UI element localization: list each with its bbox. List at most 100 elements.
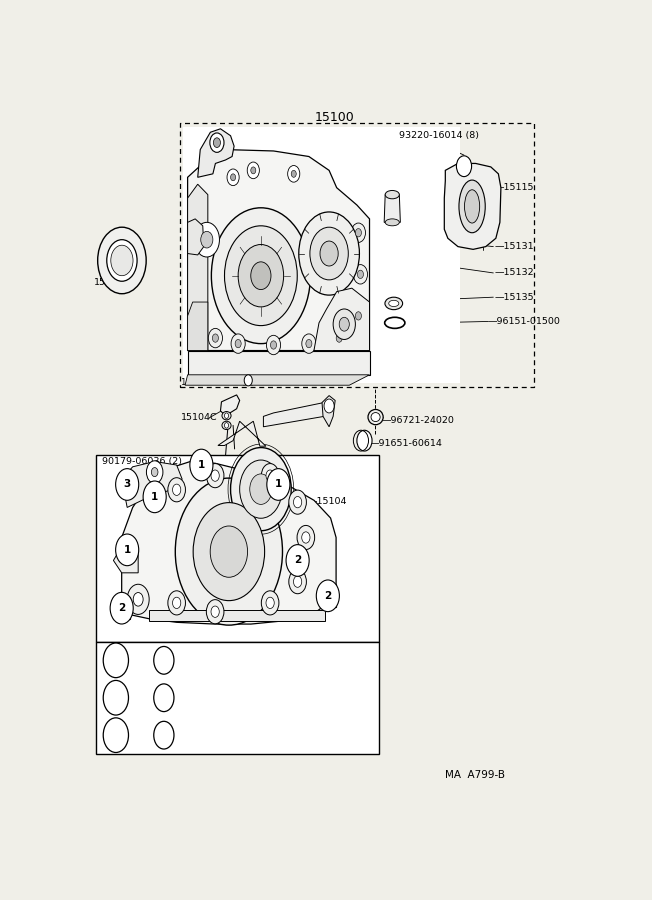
Text: 3: 3 bbox=[112, 730, 120, 740]
Text: 3: 3 bbox=[124, 480, 131, 490]
Circle shape bbox=[357, 430, 372, 451]
Text: 1: 1 bbox=[274, 480, 282, 490]
Text: B: B bbox=[359, 437, 363, 444]
Bar bbox=[96, 454, 379, 642]
Circle shape bbox=[231, 174, 235, 181]
Circle shape bbox=[297, 526, 315, 550]
Text: B: B bbox=[160, 730, 168, 740]
Circle shape bbox=[227, 169, 239, 185]
Bar bbox=[201, 454, 209, 463]
Text: S: S bbox=[462, 162, 466, 171]
Polygon shape bbox=[122, 462, 336, 624]
Polygon shape bbox=[122, 462, 182, 508]
Circle shape bbox=[251, 262, 271, 290]
Circle shape bbox=[288, 166, 300, 182]
Text: 2: 2 bbox=[324, 590, 331, 601]
Circle shape bbox=[103, 680, 128, 716]
Circle shape bbox=[332, 328, 346, 347]
Text: B: B bbox=[160, 693, 168, 703]
Polygon shape bbox=[444, 164, 501, 249]
Ellipse shape bbox=[385, 191, 399, 199]
Text: 1: 1 bbox=[112, 655, 120, 665]
Circle shape bbox=[336, 334, 342, 342]
Circle shape bbox=[168, 478, 185, 502]
Text: 90179-06036 (2): 90179-06036 (2) bbox=[102, 457, 182, 466]
Text: 93220-16014 (8): 93220-16014 (8) bbox=[399, 131, 479, 140]
Ellipse shape bbox=[371, 412, 380, 421]
Circle shape bbox=[231, 334, 245, 354]
Circle shape bbox=[209, 328, 222, 347]
Circle shape bbox=[173, 484, 181, 495]
Circle shape bbox=[173, 598, 181, 608]
Text: 91511-60820: 91511-60820 bbox=[246, 653, 325, 667]
Circle shape bbox=[168, 590, 185, 615]
Text: —96721-24020: —96721-24020 bbox=[381, 416, 454, 425]
Circle shape bbox=[175, 478, 282, 626]
Circle shape bbox=[244, 374, 252, 386]
Circle shape bbox=[271, 341, 276, 349]
Circle shape bbox=[351, 306, 366, 326]
Ellipse shape bbox=[222, 421, 231, 429]
Circle shape bbox=[211, 208, 310, 344]
Circle shape bbox=[261, 464, 279, 488]
Text: 1: 1 bbox=[198, 460, 205, 470]
Text: MA  A799-B: MA A799-B bbox=[445, 770, 505, 779]
Circle shape bbox=[110, 592, 133, 624]
Circle shape bbox=[143, 481, 166, 513]
Text: 15183-65010 (2): 15183-65010 (2) bbox=[181, 378, 254, 387]
Circle shape bbox=[193, 502, 265, 600]
Circle shape bbox=[115, 534, 139, 566]
Bar bbox=[319, 584, 336, 608]
Circle shape bbox=[357, 270, 363, 278]
Circle shape bbox=[456, 156, 471, 176]
Bar bbox=[183, 127, 460, 383]
Circle shape bbox=[310, 227, 348, 280]
Circle shape bbox=[289, 491, 306, 514]
Ellipse shape bbox=[464, 190, 480, 223]
Circle shape bbox=[103, 643, 128, 678]
Text: —15104: —15104 bbox=[308, 497, 348, 506]
Text: B: B bbox=[160, 655, 168, 665]
Circle shape bbox=[306, 339, 312, 347]
Text: 91511-61030: 91511-61030 bbox=[246, 729, 325, 742]
Circle shape bbox=[299, 212, 359, 295]
Circle shape bbox=[293, 497, 302, 508]
Text: 2: 2 bbox=[112, 693, 120, 703]
Text: —15132: —15132 bbox=[494, 268, 534, 277]
Circle shape bbox=[247, 162, 259, 179]
Ellipse shape bbox=[222, 411, 231, 420]
Polygon shape bbox=[188, 302, 208, 351]
Text: 15100: 15100 bbox=[314, 111, 354, 123]
Text: 2: 2 bbox=[294, 555, 301, 565]
Polygon shape bbox=[185, 374, 370, 385]
Circle shape bbox=[302, 334, 316, 354]
Circle shape bbox=[127, 584, 149, 615]
Circle shape bbox=[240, 460, 282, 518]
Circle shape bbox=[339, 318, 349, 331]
Circle shape bbox=[206, 464, 224, 488]
Circle shape bbox=[211, 470, 219, 482]
Text: 1: 1 bbox=[151, 491, 158, 502]
Circle shape bbox=[211, 606, 219, 617]
Polygon shape bbox=[188, 351, 370, 374]
Circle shape bbox=[190, 449, 213, 481]
Circle shape bbox=[266, 470, 274, 482]
Text: 15104C: 15104C bbox=[181, 413, 218, 422]
Circle shape bbox=[224, 226, 297, 326]
Circle shape bbox=[250, 474, 272, 504]
Circle shape bbox=[333, 309, 355, 339]
Circle shape bbox=[224, 423, 229, 428]
Polygon shape bbox=[198, 129, 234, 177]
Text: —15131: —15131 bbox=[494, 242, 534, 251]
Circle shape bbox=[293, 576, 302, 588]
Circle shape bbox=[194, 222, 220, 257]
Circle shape bbox=[213, 138, 220, 148]
Polygon shape bbox=[314, 288, 370, 351]
Circle shape bbox=[320, 241, 338, 266]
Circle shape bbox=[355, 311, 361, 320]
Text: —91651-60614: —91651-60614 bbox=[370, 439, 443, 448]
Circle shape bbox=[324, 399, 334, 413]
Circle shape bbox=[302, 532, 310, 543]
Circle shape bbox=[213, 334, 218, 342]
Circle shape bbox=[111, 245, 133, 275]
